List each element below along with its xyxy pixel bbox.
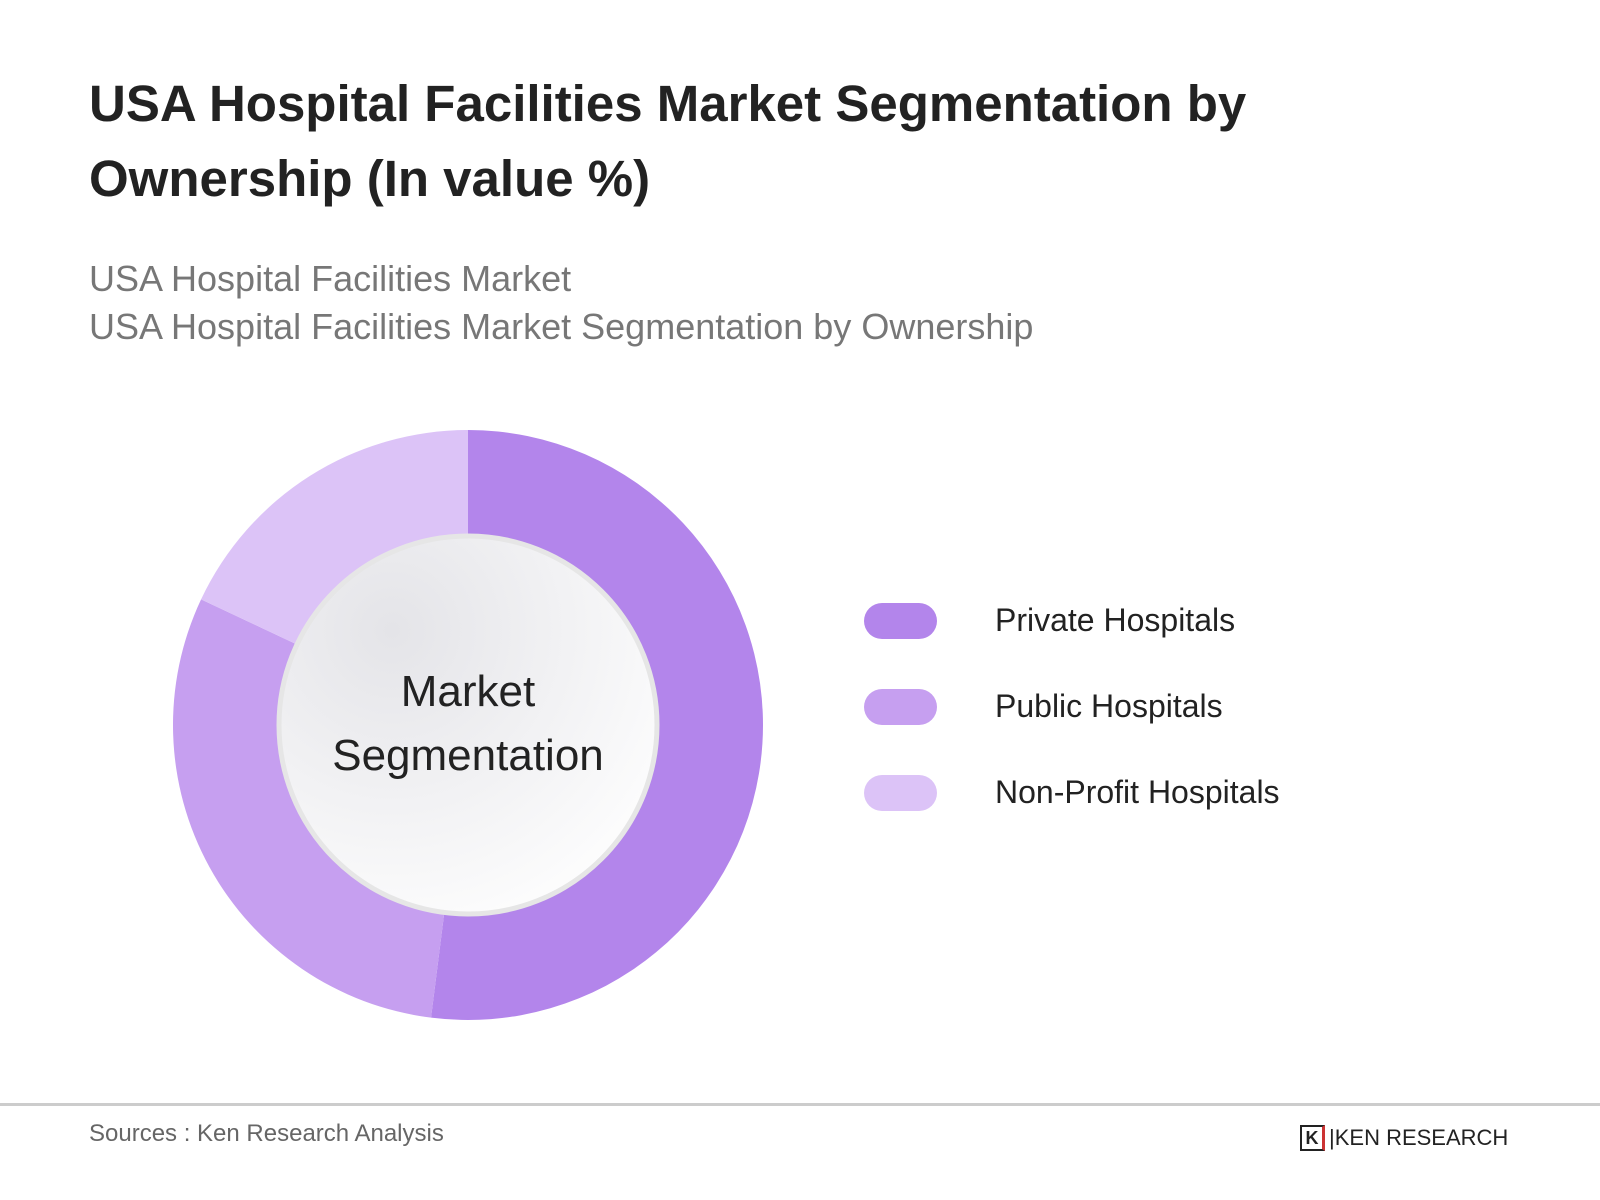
logo-mark-icon: K	[1300, 1125, 1325, 1151]
legend-label: Public Hospitals	[995, 688, 1223, 724]
legend-swatch	[864, 602, 937, 639]
ken-research-logo: K | KEN RESEARCH	[1300, 1125, 1508, 1151]
legend-label: Private Hospitals	[995, 602, 1236, 638]
footer-divider	[0, 1103, 1600, 1106]
slice-public-hospitals	[173, 599, 445, 1018]
donut-center	[276, 533, 660, 917]
legend-item: Non-Profit Hospitals	[864, 774, 1280, 811]
legend-item: Private Hospitals	[864, 602, 1235, 639]
legend-label: Non-Profit Hospitals	[995, 774, 1280, 810]
legend-item: Public Hospitals	[864, 688, 1223, 725]
legend-swatch	[864, 688, 937, 725]
legend-swatch	[864, 774, 937, 811]
sources-note: Sources : Ken Research Analysis	[89, 1120, 444, 1147]
chart-title: USA Hospital Facilities Market Segmentat…	[89, 75, 1247, 207]
slice-non-profit-hospitals	[201, 430, 468, 645]
center-label: Market Segmentation	[332, 667, 604, 780]
subtitle-2: USA Hospital Facilities Market Segmentat…	[89, 306, 1034, 347]
slice-private-hospitals	[431, 430, 763, 1020]
subtitle-1: USA Hospital Facilities Market	[89, 258, 572, 299]
